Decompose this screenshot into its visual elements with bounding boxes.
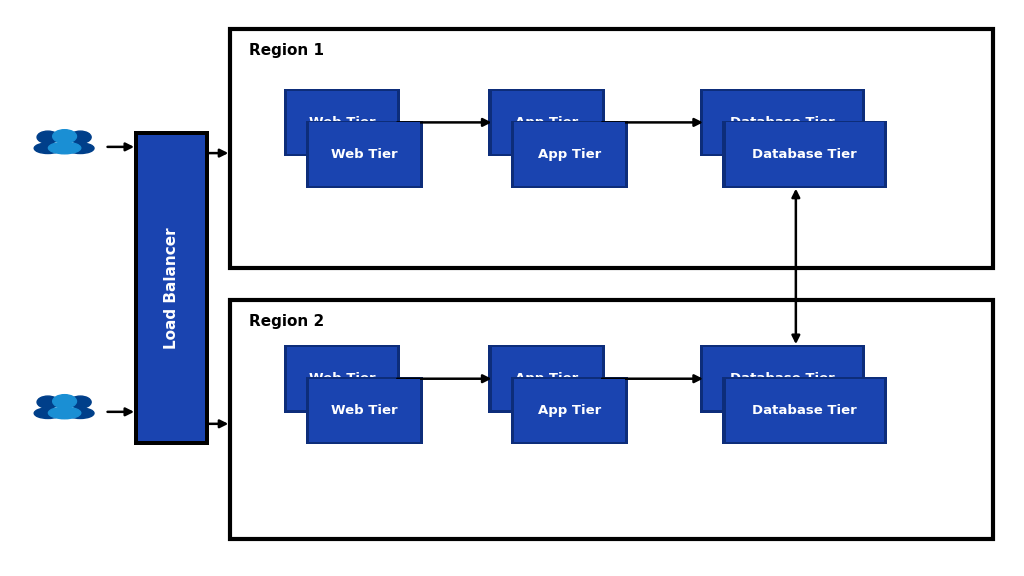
Text: Web Tier: Web Tier: [308, 116, 376, 129]
Bar: [723, 377, 887, 445]
Bar: [284, 89, 400, 157]
Text: Web Tier: Web Tier: [308, 372, 376, 385]
Circle shape: [70, 131, 91, 143]
Bar: [700, 89, 864, 157]
Circle shape: [52, 130, 77, 143]
Ellipse shape: [48, 142, 81, 154]
Bar: [306, 377, 423, 445]
Ellipse shape: [34, 143, 61, 154]
Text: Web Tier: Web Tier: [331, 147, 398, 161]
Bar: [700, 345, 864, 412]
Bar: [488, 345, 605, 412]
Bar: [134, 131, 209, 445]
Bar: [138, 135, 205, 441]
Bar: [287, 347, 397, 410]
Bar: [284, 345, 400, 412]
Text: Database Tier: Database Tier: [730, 372, 835, 385]
Text: App Tier: App Tier: [515, 116, 579, 129]
Bar: [511, 377, 628, 445]
Bar: [702, 91, 862, 154]
Bar: [725, 123, 885, 185]
Bar: [492, 347, 602, 410]
Bar: [511, 121, 628, 188]
Ellipse shape: [67, 143, 94, 154]
Text: App Tier: App Tier: [538, 147, 601, 161]
Bar: [723, 121, 887, 188]
Text: Database Tier: Database Tier: [753, 147, 857, 161]
Text: App Tier: App Tier: [515, 372, 579, 385]
Bar: [309, 379, 420, 442]
Text: Database Tier: Database Tier: [753, 404, 857, 417]
Bar: [492, 91, 602, 154]
Text: App Tier: App Tier: [538, 404, 601, 417]
Bar: [702, 347, 862, 410]
Text: Load Balancer: Load Balancer: [164, 227, 179, 349]
Bar: [306, 121, 423, 188]
Ellipse shape: [67, 408, 94, 419]
Bar: [230, 300, 993, 539]
Bar: [230, 29, 993, 268]
Bar: [287, 91, 397, 154]
Bar: [514, 123, 625, 185]
Circle shape: [70, 396, 91, 408]
Ellipse shape: [34, 408, 61, 419]
Circle shape: [37, 396, 58, 408]
Text: Region 1: Region 1: [249, 43, 324, 58]
Circle shape: [37, 131, 58, 143]
Bar: [514, 379, 625, 442]
Bar: [309, 123, 420, 185]
Bar: [725, 379, 885, 442]
Circle shape: [52, 395, 77, 408]
Text: Web Tier: Web Tier: [331, 404, 398, 417]
Text: Region 2: Region 2: [249, 314, 324, 329]
Bar: [488, 89, 605, 157]
Text: Database Tier: Database Tier: [730, 116, 835, 129]
Ellipse shape: [48, 407, 81, 419]
